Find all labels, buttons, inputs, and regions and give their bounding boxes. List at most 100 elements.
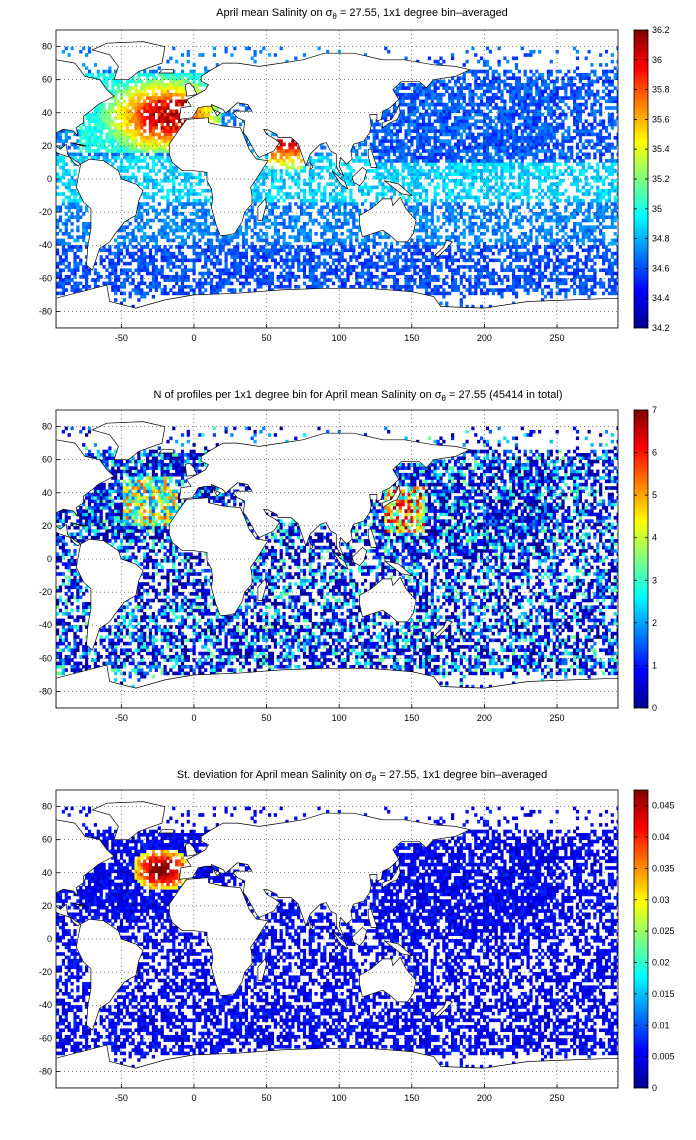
data-cell <box>419 215 423 220</box>
data-cell <box>128 109 132 114</box>
data-cell <box>215 275 219 279</box>
data-cell <box>311 172 315 177</box>
data-cell <box>485 59 490 64</box>
data-cell <box>169 112 173 117</box>
data-cell <box>311 268 315 273</box>
data-cell <box>131 145 135 150</box>
data-cell <box>131 116 135 120</box>
data-cell <box>445 102 449 107</box>
data-cell <box>471 92 475 97</box>
data-cell <box>143 73 147 77</box>
data-cell <box>137 228 141 233</box>
data-cell <box>445 205 449 210</box>
data-cell <box>485 248 490 253</box>
data-cell <box>247 225 251 230</box>
data-cell <box>183 185 187 190</box>
data-cell <box>497 63 501 67</box>
data-cell <box>422 99 426 104</box>
data-cell <box>488 99 492 104</box>
data-cell <box>453 142 458 147</box>
data-cell <box>329 162 333 167</box>
data-cell <box>285 255 289 259</box>
data-cell <box>56 248 60 253</box>
data-cell <box>392 278 397 282</box>
data-cell <box>230 265 234 269</box>
data-cell <box>207 188 211 193</box>
data-cell <box>453 172 458 177</box>
data-cell <box>160 265 164 269</box>
data-cell <box>453 79 458 84</box>
data-cell <box>480 159 484 163</box>
data-cell <box>352 285 356 289</box>
data-cell <box>387 129 391 133</box>
data-cell <box>291 235 295 239</box>
data-cell <box>311 281 315 286</box>
data-cell <box>291 275 295 279</box>
data-cell <box>395 149 399 153</box>
data-cell <box>151 69 155 74</box>
data-cell <box>262 255 266 259</box>
data-cell <box>131 92 135 97</box>
data-cell <box>157 228 161 233</box>
data-cell <box>302 192 307 196</box>
data-cell <box>404 258 408 263</box>
data-cell <box>180 202 185 206</box>
data-cell <box>157 152 161 157</box>
data-cell <box>468 86 472 90</box>
data-cell <box>375 175 379 180</box>
data-cell <box>151 261 155 266</box>
data-cell <box>427 245 431 249</box>
data-cell <box>256 278 260 282</box>
data-cell <box>494 92 498 97</box>
data-cell <box>448 248 452 253</box>
data-cell <box>64 129 68 133</box>
data-cell <box>401 92 405 97</box>
data-cell <box>465 288 469 292</box>
data-cell <box>375 232 379 236</box>
data-cell <box>143 139 147 143</box>
data-cell <box>105 145 109 150</box>
data-cell <box>134 149 138 153</box>
data-cell <box>76 248 80 253</box>
data-cell <box>85 228 89 233</box>
data-cell <box>297 192 301 196</box>
data-cell <box>108 122 112 127</box>
data-cell <box>79 205 83 210</box>
data-cell <box>186 76 190 81</box>
data-cell <box>204 198 208 203</box>
data-cell <box>166 232 170 236</box>
data-cell <box>480 304 484 309</box>
data-cell <box>375 261 379 266</box>
data-cell <box>329 278 333 282</box>
data-cell <box>285 172 289 177</box>
data-cell <box>102 248 106 253</box>
data-cell <box>140 225 144 230</box>
data-cell <box>96 109 100 114</box>
data-cell <box>64 228 68 233</box>
data-cell <box>366 245 370 249</box>
data-cell <box>392 109 397 114</box>
data-cell <box>143 83 147 87</box>
data-cell <box>439 129 443 133</box>
data-cell <box>384 129 388 133</box>
data-cell <box>90 73 95 77</box>
data-cell <box>160 228 164 233</box>
data-cell <box>58 132 63 137</box>
data-cell <box>445 126 449 130</box>
data-cell <box>474 102 478 107</box>
data-cell <box>459 126 463 130</box>
data-cell <box>131 139 135 143</box>
data-cell <box>207 198 211 203</box>
data-cell <box>401 175 405 180</box>
data-cell <box>462 222 466 226</box>
data-cell <box>137 241 141 246</box>
data-cell <box>433 202 437 206</box>
data-cell <box>480 132 484 137</box>
data-cell <box>151 192 155 196</box>
data-cell <box>474 179 478 183</box>
data-cell <box>148 102 153 107</box>
data-cell <box>166 116 170 120</box>
data-cell <box>480 232 484 236</box>
data-cell <box>114 122 118 127</box>
data-cell <box>294 172 298 177</box>
